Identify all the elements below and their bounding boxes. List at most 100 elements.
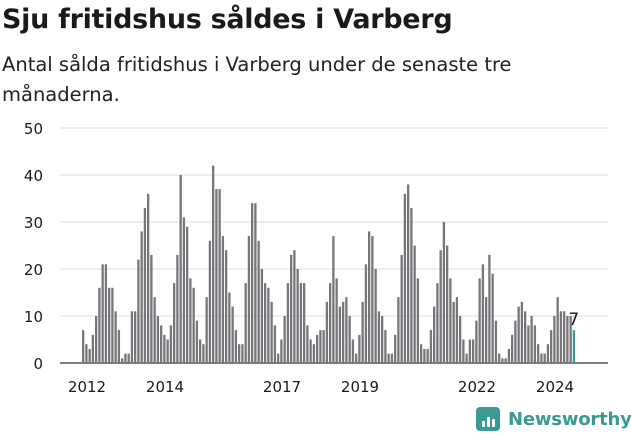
bar (338, 306, 342, 363)
bar (95, 316, 98, 363)
bar (511, 334, 514, 363)
bar (400, 254, 403, 363)
y-tick-label: 30 (24, 214, 43, 232)
bar (221, 236, 225, 363)
bar (199, 339, 202, 363)
bar (394, 334, 397, 363)
bar (166, 339, 169, 363)
bar (543, 353, 546, 363)
bar (153, 297, 156, 363)
bar (332, 236, 335, 363)
bar (462, 339, 465, 363)
bar (472, 339, 475, 363)
bar (351, 339, 355, 363)
bar (88, 348, 91, 363)
bar (173, 283, 176, 363)
bar (251, 203, 254, 363)
bar (355, 353, 358, 363)
bar (195, 320, 199, 363)
bar (507, 348, 511, 363)
brand-name: Newsworthy (508, 408, 631, 430)
bar (254, 203, 257, 363)
bar (247, 236, 251, 363)
bar (241, 344, 244, 363)
bar (550, 330, 553, 363)
bar (182, 217, 186, 363)
bar (501, 358, 504, 363)
bar (121, 358, 124, 363)
y-tick-label: 50 (24, 120, 43, 138)
bar (186, 226, 189, 363)
bars (82, 165, 576, 363)
bar (309, 339, 312, 363)
bar (459, 316, 462, 363)
y-tick-label: 0 (33, 355, 43, 373)
bar (98, 287, 101, 363)
bar (127, 353, 130, 363)
bar (475, 320, 478, 363)
y-tick-label: 20 (24, 261, 43, 279)
bar (488, 254, 491, 363)
bar (478, 278, 481, 363)
annotations: 7 (568, 310, 579, 330)
bar (134, 311, 137, 363)
y-tick-label: 10 (24, 308, 43, 326)
bar (137, 259, 140, 363)
bar (342, 301, 345, 363)
bar (361, 301, 364, 363)
bar (296, 269, 299, 363)
bar (169, 325, 173, 363)
bar (124, 353, 127, 363)
bar (150, 254, 153, 363)
bar (442, 222, 446, 363)
bar (563, 311, 566, 363)
bar (429, 330, 433, 363)
bar (316, 334, 319, 363)
newsworthy-logo: Newsworthy (476, 407, 631, 431)
bar (264, 283, 267, 363)
bar (449, 278, 452, 363)
bar (147, 193, 150, 363)
bar (498, 353, 501, 363)
bar (179, 175, 182, 363)
bar (312, 344, 316, 363)
bar (273, 325, 277, 363)
bar (176, 254, 179, 363)
bar (212, 165, 215, 363)
bar (130, 311, 134, 363)
bar (491, 273, 494, 363)
bar (319, 330, 322, 363)
bar (348, 316, 351, 363)
bar (537, 344, 540, 363)
y-axis-tick-labels: 0 10 20 30 40 50 (24, 120, 43, 373)
bar (407, 184, 410, 363)
data-label-latest: 7 (568, 310, 579, 330)
bar (101, 264, 104, 363)
bar (293, 250, 296, 363)
bar (85, 344, 88, 363)
x-tick-label: 2014 (146, 378, 184, 396)
bar (91, 334, 95, 363)
bar (416, 278, 420, 363)
bar (234, 330, 238, 363)
bar (481, 264, 485, 363)
bar (439, 250, 442, 363)
bar (371, 236, 374, 363)
bar (381, 316, 384, 363)
x-tick-label: 2012 (68, 378, 106, 396)
chart-title: Sju fritidshus såldes i Varberg (2, 4, 453, 35)
bar (225, 250, 228, 363)
bar (465, 353, 468, 363)
bar (572, 330, 576, 363)
bar (504, 358, 507, 363)
bar (556, 297, 559, 363)
bar (260, 269, 264, 363)
bar (140, 231, 143, 363)
bar (384, 330, 387, 363)
bar (257, 240, 260, 363)
bar (540, 353, 543, 363)
bar (286, 283, 290, 363)
bar (566, 316, 569, 363)
bar (111, 287, 114, 363)
bar (452, 301, 455, 363)
